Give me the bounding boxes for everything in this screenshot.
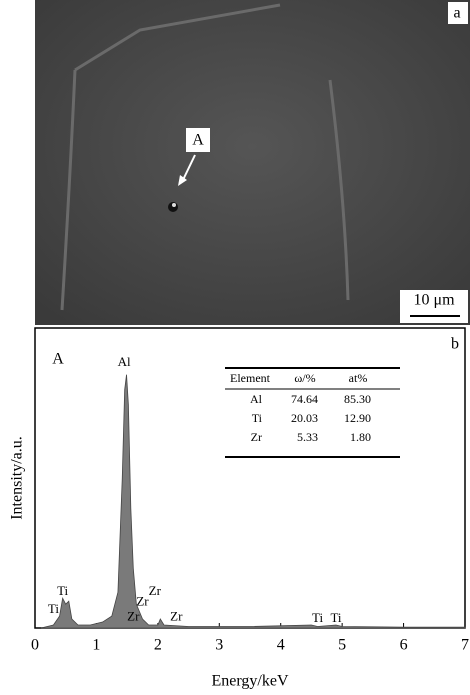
x-tick-label: 3: [215, 637, 223, 654]
scale-bar-label: 10 μm: [413, 292, 455, 309]
grain-boundary: [60, 3, 350, 311]
spectrum: [41, 374, 466, 629]
x-axis-label: Energy/keV: [211, 673, 288, 690]
arrow: [181, 154, 196, 183]
sem-image: A a 10 μm: [35, 0, 470, 325]
x-tick-label: 0: [31, 637, 39, 654]
x-tick-label: 2: [154, 637, 162, 654]
x-tick-label: 4: [277, 637, 285, 654]
peak-label: Ti: [57, 583, 68, 598]
peak-label: Ti: [330, 610, 341, 625]
table-cell: 5.33: [297, 430, 318, 444]
table-header: ω/%: [294, 371, 315, 385]
x-tick-label: 6: [400, 637, 408, 654]
particle-highlight: [172, 203, 176, 207]
table-cell: 20.03: [291, 411, 318, 425]
table-cell: 74.64: [291, 392, 318, 406]
scale-box: [400, 290, 468, 323]
peak-label: Zr: [170, 609, 183, 624]
table-header: Element: [230, 371, 271, 385]
x-tick-label: 1: [92, 637, 100, 654]
x-tick-label: 5: [338, 637, 346, 654]
arrow-head: [178, 175, 187, 186]
table-cell: 12.90: [344, 411, 371, 425]
table-cell: Zr: [251, 430, 262, 444]
peak-label: Zr: [136, 594, 149, 609]
y-axis-label: Intensity/a.u.: [9, 436, 26, 520]
table-cell: 85.30: [344, 392, 371, 406]
peak-label: Al: [118, 354, 131, 369]
table-header: at%: [349, 371, 368, 385]
inset-table: Element ω/% at% Al 74.64 85.30 Ti 20.03 12.90 Zr 5…: [225, 367, 400, 458]
peak-label: Ti: [48, 601, 59, 616]
x-tick-label: 7: [461, 637, 469, 654]
panel-label: a: [453, 5, 460, 22]
marker-label: A: [192, 132, 204, 149]
peak-label: Zr: [127, 609, 140, 624]
panel-label: b: [451, 336, 459, 353]
label-box: [448, 2, 468, 24]
table-cell: 1.80: [350, 430, 371, 444]
sem-background: [35, 0, 470, 325]
table-cell: Al: [250, 392, 263, 406]
table-cell: Ti: [252, 411, 263, 425]
peak-label: Ti: [312, 610, 323, 625]
spectrum-label: A: [52, 351, 64, 368]
marker-box: [186, 128, 210, 152]
peak-label: Zr: [149, 583, 162, 598]
